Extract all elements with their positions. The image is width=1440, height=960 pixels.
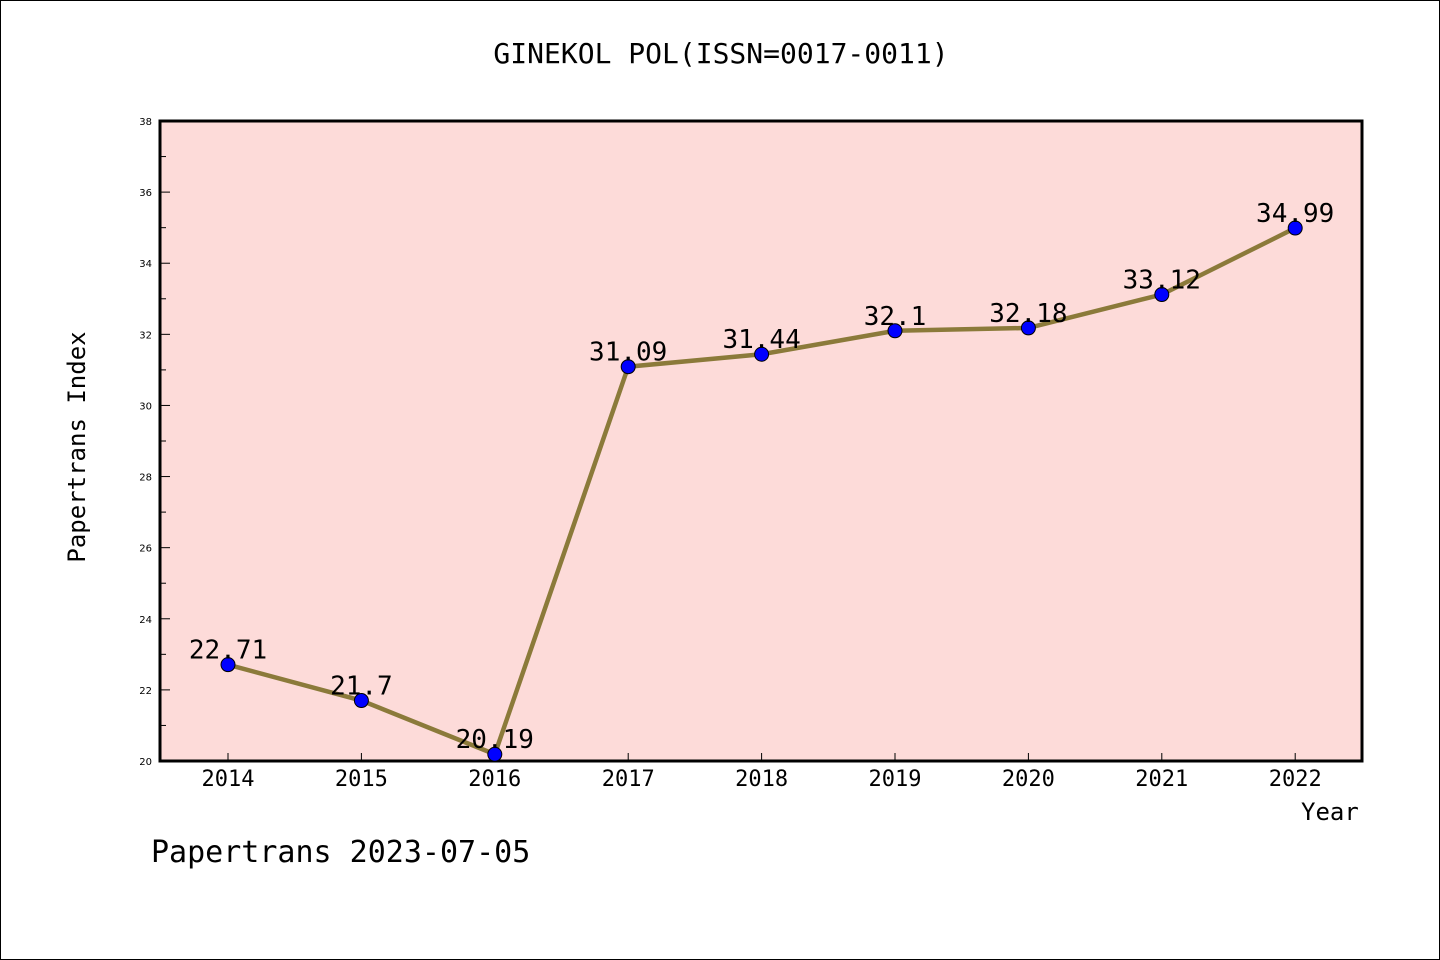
- data-label: 32.18: [989, 299, 1067, 329]
- x-tick-label: 2017: [602, 767, 655, 792]
- y-tick-label: 26: [139, 544, 152, 555]
- plot-background: [160, 121, 1362, 761]
- x-tick-label: 2018: [735, 767, 788, 792]
- x-tick-label: 2020: [1002, 767, 1055, 792]
- x-tick-label: 2021: [1135, 767, 1188, 792]
- data-point: [353, 693, 369, 709]
- data-label: 21.7: [330, 672, 393, 702]
- y-tick-label: 38: [139, 117, 152, 128]
- data-point: [620, 359, 636, 375]
- data-point: [1287, 220, 1303, 236]
- y-tick-label: 28: [139, 473, 152, 484]
- data-label: 34.99: [1256, 199, 1334, 229]
- x-tick-label: 2015: [335, 767, 388, 792]
- x-axis-label: Year: [1301, 798, 1359, 826]
- data-point: [1154, 287, 1170, 303]
- x-tick-label: 2016: [468, 767, 521, 792]
- data-point: [1020, 320, 1036, 336]
- data-point: [487, 746, 503, 762]
- data-label: 22.71: [189, 636, 267, 666]
- data-label: 31.44: [722, 325, 800, 355]
- x-tick-label: 2019: [869, 767, 922, 792]
- y-tick-label: 30: [139, 401, 152, 412]
- footer-credit: Papertrans 2023-07-05: [151, 835, 531, 870]
- data-label: 20.19: [456, 725, 534, 755]
- data-label: 31.09: [589, 338, 667, 368]
- x-tick-label: 2022: [1269, 767, 1322, 792]
- y-tick-label: 22: [139, 686, 152, 697]
- y-tick-label: 34: [139, 259, 152, 270]
- chart-title: GINEKOL POL(ISSN=0017-0011): [493, 37, 949, 70]
- data-label: 32.1: [864, 302, 927, 332]
- plot-frame: [158, 119, 1364, 763]
- y-tick-label: 20: [139, 757, 152, 768]
- data-point: [887, 323, 903, 339]
- y-tick-label: 24: [139, 615, 152, 626]
- y-tick-label: 36: [139, 188, 152, 199]
- data-point: [220, 657, 236, 673]
- x-tick-label: 2014: [202, 767, 255, 792]
- data-label: 33.12: [1123, 266, 1201, 296]
- y-tick-label: 32: [139, 330, 152, 341]
- data-point: [754, 346, 770, 362]
